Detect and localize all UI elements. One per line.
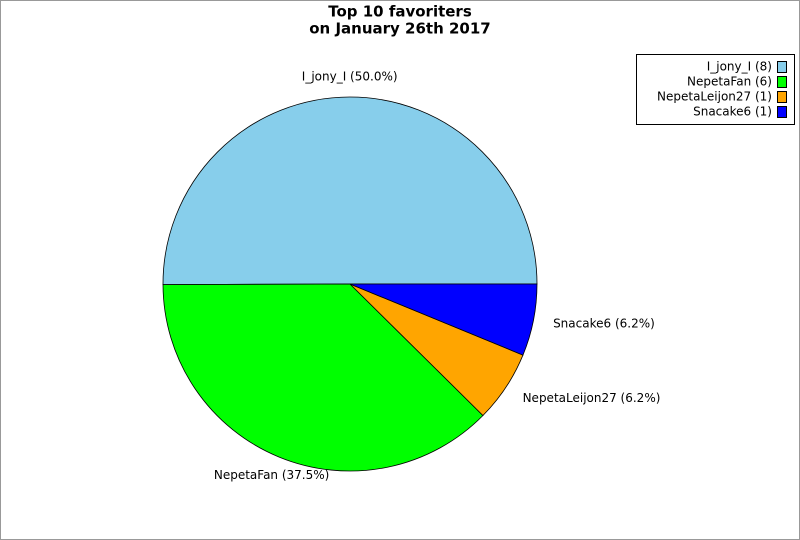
chart-title: Top 10 favoriters (328, 3, 472, 21)
pie-slice (162, 96, 538, 285)
legend-label: I_jony_I (8) (707, 60, 772, 74)
legend-swatch (777, 106, 787, 118)
chart-subtitle: on January 26th 2017 (309, 20, 490, 38)
legend-swatch (777, 61, 787, 73)
legend-label: NepetaFan (6) (687, 75, 772, 89)
legend-swatch (777, 91, 787, 103)
legend-label: Snacake6 (1) (693, 105, 772, 119)
legend-box (636, 54, 795, 125)
slice-label: Snacake6 (6.2%) (553, 317, 655, 331)
pie-slice (349, 283, 538, 356)
legend-label: NepetaLeijon27 (1) (657, 90, 772, 104)
slice-label: NepetaFan (37.5%) (214, 468, 329, 482)
legend-swatch (777, 76, 787, 88)
slice-label: I_jony_I (50.0%) (302, 70, 398, 84)
slice-label: NepetaLeijon27 (6.2%) (523, 391, 661, 405)
pie-slice (162, 283, 484, 472)
